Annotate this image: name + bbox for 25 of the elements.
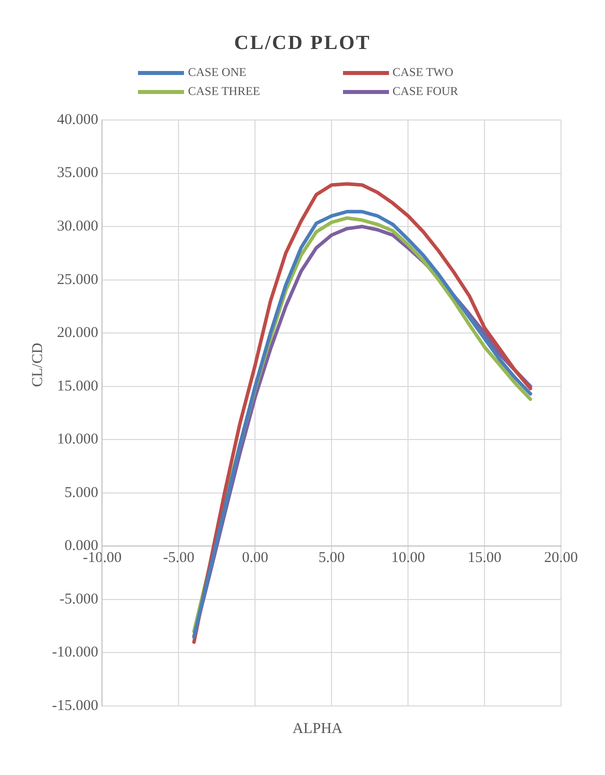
legend-label: CASE THREE [188,84,260,99]
x-tick-label: -10.00 [82,550,122,566]
chart-title: CL/CD PLOT [233,31,372,56]
y-tick-label: -5.000 [59,591,98,608]
legend-label: CASE FOUR [392,84,458,99]
y-tick-label: 20.000 [56,325,98,342]
x-tick-label: 20.00 [544,550,578,566]
y-tick-label: 25.000 [56,272,98,288]
x-tick-label: 5.00 [318,550,345,566]
x-tick-label: -5.00 [163,550,194,566]
legend-label: CASE ONE [188,65,246,80]
y-tick-label: -10.000 [52,644,98,661]
y-tick-label: 5.000 [64,484,98,501]
x-tick-label: 0.00 [242,550,268,566]
y-tick-label: -15.000 [52,698,98,714]
x-axis-title: ALPHA [291,720,344,738]
y-axis-title: CL/CD [30,342,47,387]
x-tick-label: 15.00 [468,550,502,566]
y-tick-label: 30.000 [56,218,98,234]
y-tick-label: 10.000 [56,432,98,448]
y-tick-label: 40.000 [56,112,98,128]
y-tick-label: 15.000 [56,378,98,394]
y-tick-label: 35.000 [56,165,98,182]
x-tick-label: 10.00 [391,550,425,566]
legend-label: CASE TWO [392,65,454,80]
